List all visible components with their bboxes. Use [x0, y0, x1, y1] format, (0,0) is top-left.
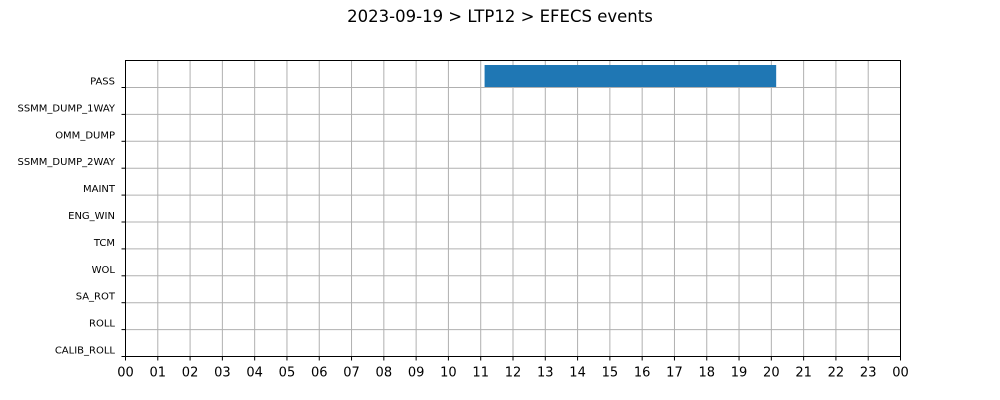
y-tick-label: PASS — [90, 77, 115, 88]
x-tick-label: 00 — [117, 366, 134, 381]
y-tick-label: SA_ROT — [76, 292, 116, 303]
x-tick-label: 07 — [343, 366, 360, 381]
y-tick-label: ROLL — [89, 319, 115, 330]
x-tick-label: 04 — [246, 366, 263, 381]
y-tick-label: SSMM_DUMP_2WAY — [17, 157, 115, 168]
x-tick-label: 20 — [763, 366, 780, 381]
x-tick-label: 05 — [279, 366, 296, 381]
x-tick-label: 17 — [666, 366, 683, 381]
y-tick-label: OMM_DUMP — [55, 130, 115, 141]
x-tick-label: 06 — [311, 366, 328, 381]
x-tick-label: 18 — [698, 366, 715, 381]
x-tick-label: 12 — [505, 366, 522, 381]
chart-title: 2023-09-19 > LTP12 > EFECS events — [347, 7, 653, 26]
x-tick-label: 16 — [634, 366, 651, 381]
event-bars — [484, 65, 777, 87]
x-tick-label: 15 — [602, 366, 619, 381]
x-tick-label: 00 — [892, 366, 909, 381]
x-tick-label: 08 — [376, 366, 393, 381]
x-tick-label: 09 — [408, 366, 425, 381]
x-tick-label: 10 — [440, 366, 457, 381]
y-tick-label: ENG_WIN — [68, 211, 115, 222]
y-tick-label: MAINT — [83, 184, 116, 195]
x-tick-label: 23 — [860, 366, 877, 381]
x-tick-label: 02 — [182, 366, 199, 381]
event-bar-pass — [484, 65, 777, 87]
y-tick-label: SSMM_DUMP_1WAY — [17, 103, 115, 114]
x-tick-label: 22 — [828, 366, 845, 381]
x-tick-label: 11 — [472, 366, 489, 381]
y-tick-label: CALIB_ROLL — [55, 346, 116, 357]
grid-lines — [125, 60, 901, 357]
x-tick-label: 14 — [569, 366, 586, 381]
y-axis: PASS SSMM_DUMP_1WAY OMM_DUMP SSMM_DUMP_2WAY… — [17, 77, 126, 357]
x-tick-label: 03 — [214, 366, 231, 381]
x-tick-label: 13 — [537, 366, 554, 381]
x-tick-label: 19 — [731, 366, 748, 381]
y-tick-label: TCM — [93, 238, 115, 249]
x-axis: 00 01 02 03 04 05 06 07 08 09 10 11 12 13 14 15 16 17 18 19… — [117, 356, 909, 381]
y-tick-label: WOL — [92, 265, 116, 276]
x-tick-label: 01 — [150, 366, 167, 381]
x-tick-label: 21 — [795, 366, 812, 381]
